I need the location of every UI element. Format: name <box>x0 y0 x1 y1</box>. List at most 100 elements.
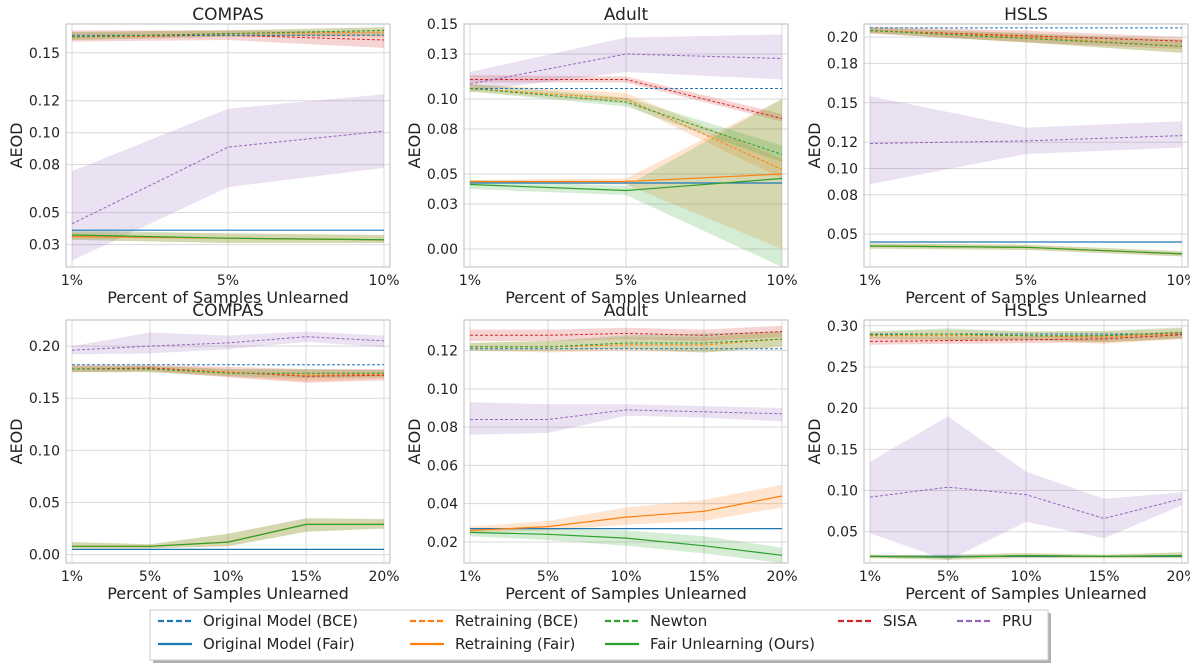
plot-frame <box>65 23 391 268</box>
y-tick-label: 0.25 <box>827 360 858 376</box>
line-pru <box>469 53 783 85</box>
line-sisa <box>470 331 783 336</box>
legend-label: Retraining (Fair) <box>455 635 575 653</box>
y-tick-label: 0.10 <box>827 161 858 177</box>
y-tick-label: 0.04 <box>427 497 458 513</box>
y-tick-label: 0.12 <box>427 344 458 360</box>
line-pru <box>869 135 1183 144</box>
y-axis-label: AEOD <box>405 123 424 169</box>
line-newton <box>470 338 783 348</box>
legend-label: PRU <box>1002 612 1032 630</box>
y-tick-label: 0.18 <box>827 56 858 72</box>
x-tick-label: 1% <box>61 273 83 289</box>
line-pru <box>869 486 1183 520</box>
x-tick-label: 5% <box>1015 273 1037 289</box>
y-tick-label: 0.05 <box>427 167 458 183</box>
overlap-box <box>56 300 400 319</box>
line-newton <box>72 368 384 374</box>
x-tick-label: 5% <box>537 569 559 585</box>
y-tick-label: 0.05 <box>827 227 858 243</box>
line-newton <box>869 331 1183 337</box>
band-retraining-fair- <box>470 99 782 249</box>
legend-label: SISA <box>883 612 918 630</box>
band-sisa <box>870 331 1182 345</box>
line-sisa <box>869 334 1183 342</box>
x-tick-label: 1% <box>859 273 881 289</box>
line-pru <box>470 409 783 420</box>
x-tick-label: 10% <box>368 273 399 289</box>
line-newton <box>869 30 1183 47</box>
line-fair-unlearning-ours- <box>469 531 783 556</box>
y-tick-label: 0.03 <box>29 238 60 254</box>
panel-title: HSLS <box>1004 301 1048 321</box>
panel-title: COMPAS <box>192 5 264 25</box>
plot-frame <box>463 23 789 268</box>
band-retraining-fair- <box>72 518 384 549</box>
grid <box>864 24 1188 267</box>
y-axis-label: AEOD <box>805 419 824 465</box>
plot-frame <box>463 319 789 564</box>
y-tick-label: 0.10 <box>427 92 458 108</box>
legend-label: Original Model (Fair) <box>203 635 355 653</box>
panel-3: 0.05 0.08 0.10 0.12 0.15 0.18 0.20 1% 5% 10% HSLS P… <box>805 5 1190 307</box>
y-tick-label: 0.20 <box>827 30 858 46</box>
band-newton <box>470 84 782 162</box>
band-pru <box>870 96 1182 185</box>
legend-label: Retraining (BCE) <box>455 612 579 630</box>
x-axis-label: Percent of Samples Unlearned <box>107 584 349 603</box>
band-newton <box>870 27 1182 53</box>
band-retraining-fair- <box>72 231 384 243</box>
band-fair-unlearning-ours- <box>470 99 782 267</box>
x-tick-label: 10% <box>1010 569 1041 585</box>
band-fair-unlearning-ours- <box>72 230 384 243</box>
y-tick-label: 0.10 <box>827 484 858 500</box>
band-retraining-bce- <box>870 27 1182 53</box>
overlap-strip <box>56 300 1190 319</box>
grid <box>66 320 390 563</box>
x-tick-label: 20% <box>1166 569 1190 585</box>
line-fair-unlearning-ours- <box>72 523 384 547</box>
x-tick-label: 1% <box>459 569 481 585</box>
x-tick-label: 5% <box>937 569 959 585</box>
x-axis-label: Percent of Samples Unlearned <box>505 584 747 603</box>
y-tick-label: 0.08 <box>29 158 60 174</box>
x-axis-label: Percent of Samples Unlearned <box>905 584 1147 603</box>
data-layer <box>869 327 1183 561</box>
y-tick-label: 0.30 <box>827 319 858 335</box>
y-tick-label: 0.08 <box>427 420 458 436</box>
panel-5: 0.02 0.04 0.06 0.08 0.10 0.12 1% 5% 10% 15% 20% Adu… <box>405 301 798 603</box>
x-tick-label: 15% <box>688 569 719 585</box>
x-tick-label: 15% <box>290 569 321 585</box>
line-fair-unlearning-ours- <box>869 245 1183 255</box>
x-tick-label: 15% <box>1088 569 1119 585</box>
x-tick-label: 10% <box>212 569 243 585</box>
panel-title: HSLS <box>1004 5 1048 25</box>
x-tick-label: 20% <box>766 569 797 585</box>
y-tick-label: 0.05 <box>29 496 60 512</box>
panel-6: 0.05 0.10 0.15 0.20 0.25 0.30 1% 5% 10% 15% 20% HSL… <box>805 301 1190 603</box>
plot-frame <box>65 319 391 564</box>
x-axis-label: Percent of Samples Unlearned <box>107 288 349 307</box>
y-tick-label: 0.12 <box>29 94 60 110</box>
y-axis-label: AEOD <box>7 419 26 465</box>
panel-2: 0.00 0.03 0.05 0.08 0.10 0.13 0.15 1% 5% 10% Adult… <box>405 5 798 307</box>
plot-frame <box>863 23 1189 268</box>
grid <box>66 24 390 267</box>
legend-label: Fair Unlearning (Ours) <box>650 635 815 653</box>
line-retraining-fair- <box>470 173 783 183</box>
line-fair-unlearning-ours- <box>71 234 385 241</box>
y-tick-label: 0.08 <box>827 188 858 204</box>
y-axis-label: AEOD <box>7 123 26 169</box>
band-sisa <box>870 26 1182 49</box>
y-tick-label: 0.12 <box>827 135 858 151</box>
data-layer <box>469 34 783 267</box>
y-tick-label: 0.05 <box>29 206 60 222</box>
y-tick-label: 0.02 <box>427 535 458 551</box>
line-fair-unlearning-ours- <box>869 554 1183 558</box>
y-tick-label: 0.05 <box>827 525 858 541</box>
line-retraining-bce- <box>469 88 783 170</box>
panel-title: COMPAS <box>192 301 264 321</box>
y-tick-label: 0.10 <box>29 443 60 459</box>
x-tick-label: 1% <box>61 569 83 585</box>
